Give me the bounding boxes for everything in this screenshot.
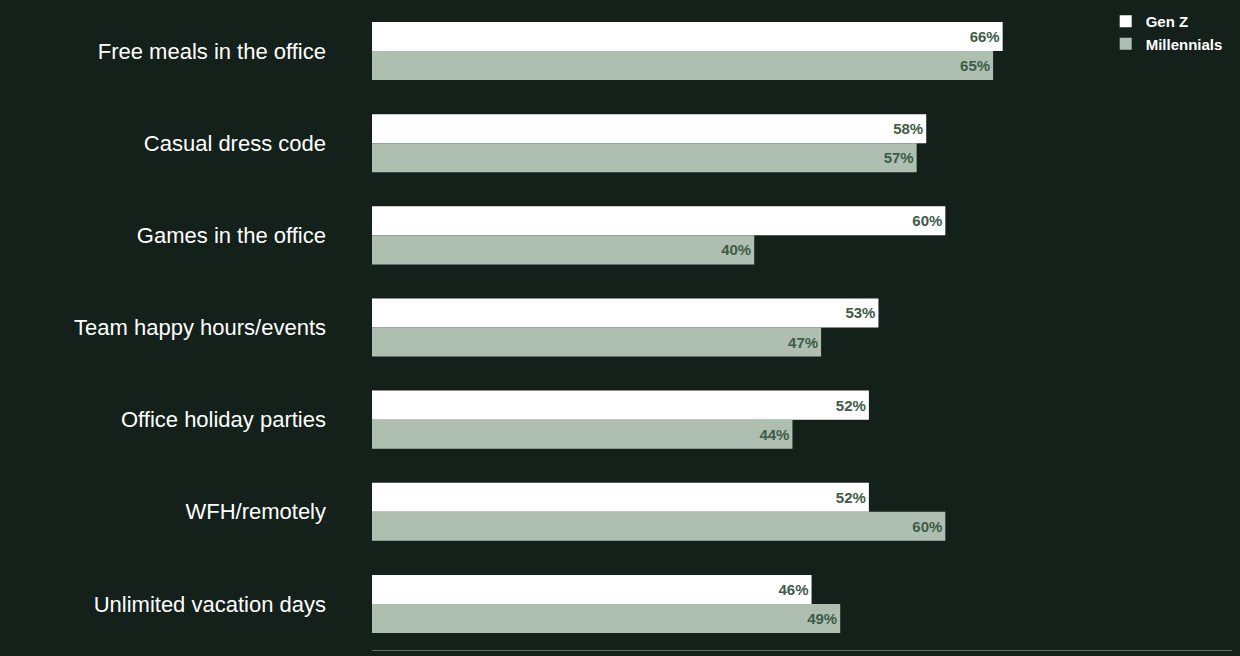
svg-text:Millennials: Millennials [1146,36,1223,53]
svg-text:57%: 57% [884,149,914,166]
svg-text:66%: 66% [970,28,1000,45]
svg-text:53%: 53% [845,304,875,321]
svg-text:Casual dress code: Casual dress code [144,131,326,156]
svg-text:65%: 65% [960,57,990,74]
svg-text:52%: 52% [836,489,866,506]
svg-text:46%: 46% [779,581,809,598]
svg-text:Unlimited vacation days: Unlimited vacation days [94,592,326,617]
svg-text:47%: 47% [788,334,818,351]
svg-text:Gen Z: Gen Z [1146,13,1189,30]
svg-text:52%: 52% [836,397,866,414]
svg-text:49%: 49% [807,610,837,627]
svg-text:44%: 44% [759,426,789,443]
svg-text:60%: 60% [912,212,942,229]
svg-text:60%: 60% [912,518,942,535]
svg-text:58%: 58% [893,120,923,137]
svg-text:40%: 40% [721,241,751,258]
svg-text:WFH/remotely: WFH/remotely [185,499,326,524]
svg-text:Games in the office: Games in the office [137,223,326,248]
svg-text:Free meals in the office: Free meals in the office [98,39,326,64]
svg-text:Team happy hours/events: Team happy hours/events [74,315,326,340]
svg-text:Office holiday parties: Office holiday parties [121,407,326,432]
